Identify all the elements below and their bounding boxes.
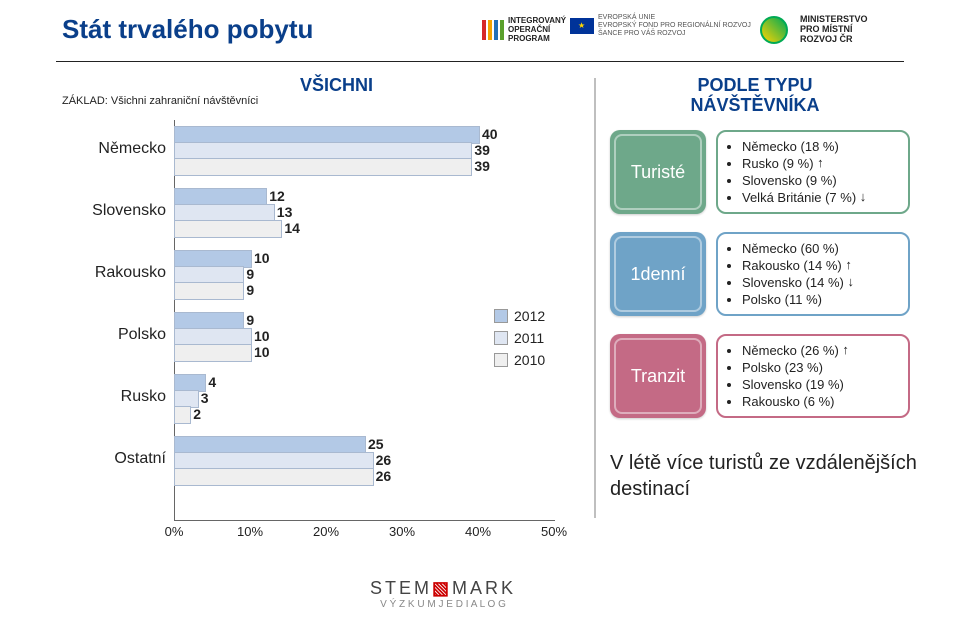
logo-mmr: MINISTERSTVO PRO MÍSTNÍ ROZVOJ ČR xyxy=(800,14,868,44)
bar-value: 26 xyxy=(376,452,392,468)
visitor-info-item: Rakousko (14 %) ↑ xyxy=(742,257,898,274)
category-label: Rusko xyxy=(74,388,166,406)
header: Stát trvalého pobytu INTEGROVANÝ OPERAČN… xyxy=(0,4,960,62)
trend-arrow-icon: ↓ xyxy=(848,274,855,289)
x-tick: 0% xyxy=(165,524,184,539)
bar-value: 39 xyxy=(474,158,490,174)
bar-value: 40 xyxy=(482,126,498,142)
vertical-divider xyxy=(594,78,596,518)
visitor-badge: Tranzit xyxy=(610,334,706,418)
visitor-card: TranzitNěmecko (26 %) ↑Polsko (23 %) Slo… xyxy=(610,334,930,418)
header-divider xyxy=(56,61,904,62)
bar-value: 2 xyxy=(193,406,201,422)
bar xyxy=(174,468,374,486)
subtitle-type: PODLE TYPU NÁVŠTĚVNÍKA xyxy=(640,75,870,115)
bar-value: 3 xyxy=(201,390,209,406)
footer-brand: STEM▧MARK xyxy=(370,578,516,599)
footer-brand-z-icon: ▧ xyxy=(432,578,452,598)
bar-value: 39 xyxy=(474,142,490,158)
visitor-info-item: Německo (18 %) xyxy=(742,138,898,155)
eu-label: EVROPSKÁ UNIE EVROPSKÝ FOND PRO REGIONÁL… xyxy=(598,14,751,38)
x-tick: 40% xyxy=(465,524,491,539)
logo-iop: INTEGROVANÝ OPERAČNÍ PROGRAM xyxy=(482,16,566,43)
visitor-type-cards: TuristéNěmecko (18 %) Rusko (9 %) ↑Slove… xyxy=(610,130,930,436)
visitor-info-item: Polsko (11 %) xyxy=(742,291,898,308)
visitor-info-item: Polsko (23 %) xyxy=(742,359,898,376)
bar-value: 10 xyxy=(254,344,270,360)
category-label: Rakousko xyxy=(74,264,166,282)
legend-swatch xyxy=(494,309,508,323)
footer-tagline: V Ý Z K U M J E D I A L O G xyxy=(370,599,516,610)
iop-bars-icon xyxy=(482,20,504,40)
visitor-info-item: Rakousko (6 %) xyxy=(742,393,898,410)
bar xyxy=(174,158,472,176)
logo-eu: EVROPSKÁ UNIE EVROPSKÝ FOND PRO REGIONÁL… xyxy=(570,14,751,38)
bar-value: 25 xyxy=(368,436,384,452)
footer-logo: STEM▧MARK V Ý Z K U M J E D I A L O G xyxy=(370,578,516,610)
x-tick: 10% xyxy=(237,524,263,539)
bar-value: 9 xyxy=(246,266,254,282)
base-note: ZÁKLAD: Všichni zahraniční návštěvníci xyxy=(62,95,258,107)
legend-swatch xyxy=(494,331,508,345)
visitor-badge: Turisté xyxy=(610,130,706,214)
footer-brand-right: MARK xyxy=(452,578,516,598)
footer-brand-left: STEM xyxy=(370,578,432,598)
visitor-info-item: Slovensko (9 %) xyxy=(742,172,898,189)
visitor-card: TuristéNěmecko (18 %) Rusko (9 %) ↑Slove… xyxy=(610,130,930,214)
bar-value: 9 xyxy=(246,282,254,298)
legend-item: 2012 xyxy=(494,308,545,324)
trend-arrow-icon: ↑ xyxy=(842,342,849,357)
bar-value: 12 xyxy=(269,188,285,204)
visitor-info-item: Velká Británie (7 %) ↓ xyxy=(742,189,898,206)
eu-flag-icon xyxy=(570,18,594,34)
visitor-info: Německo (18 %) Rusko (9 %) ↑Slovensko (9… xyxy=(716,130,910,214)
visitor-info: Německo (60 %) Rakousko (14 %) ↑Slovensk… xyxy=(716,232,910,316)
logo-rr-icon xyxy=(760,16,788,44)
x-tick: 50% xyxy=(541,524,567,539)
x-tick: 30% xyxy=(389,524,415,539)
visitor-info-item: Rusko (9 %) ↑ xyxy=(742,155,898,172)
legend-item: 2010 xyxy=(494,352,545,368)
visitor-badge: 1denní xyxy=(610,232,706,316)
trend-arrow-icon: ↑ xyxy=(817,155,824,170)
x-tick: 20% xyxy=(313,524,339,539)
visitor-info-item: Německo (60 %) xyxy=(742,240,898,257)
legend: 2012 2011 2010 xyxy=(494,308,545,374)
visitor-info-item: Německo (26 %) ↑ xyxy=(742,342,898,359)
visitor-info-item: Slovensko (14 %) ↓ xyxy=(742,274,898,291)
bar xyxy=(174,406,191,424)
legend-label: 2011 xyxy=(514,330,544,346)
iop-label: INTEGROVANÝ OPERAČNÍ PROGRAM xyxy=(508,16,566,43)
bar-value: 10 xyxy=(254,328,270,344)
bar-chart: 201220112010 Německo403939Slovensko12131… xyxy=(74,120,574,550)
bar-value: 26 xyxy=(376,468,392,484)
category-label: Slovensko xyxy=(74,202,166,220)
summary-text: V létě více turistů ze vzdálenějších des… xyxy=(610,450,940,502)
page-title: Stát trvalého pobytu xyxy=(62,14,313,45)
legend-label: 2012 xyxy=(514,308,545,324)
category-label: Ostatní xyxy=(74,450,166,468)
bar-value: 4 xyxy=(208,374,216,390)
subtitle-all: VŠICHNI xyxy=(300,75,373,96)
legend-label: 2010 xyxy=(514,352,545,368)
bar-value: 14 xyxy=(284,220,300,236)
trend-arrow-icon: ↑ xyxy=(845,257,852,272)
bar-value: 10 xyxy=(254,250,270,266)
bar-value: 9 xyxy=(246,312,254,328)
visitor-card: 1denníNěmecko (60 %) Rakousko (14 %) ↑Sl… xyxy=(610,232,930,316)
bar xyxy=(174,344,252,362)
visitor-info-item: Slovensko (19 %) xyxy=(742,376,898,393)
bar-value: 13 xyxy=(277,204,293,220)
legend-swatch xyxy=(494,353,508,367)
bar xyxy=(174,282,244,300)
visitor-info: Německo (26 %) ↑Polsko (23 %) Slovensko … xyxy=(716,334,910,418)
category-label: Polsko xyxy=(74,326,166,344)
bar xyxy=(174,220,282,238)
legend-item: 2011 xyxy=(494,330,545,346)
trend-arrow-icon: ↓ xyxy=(860,189,867,204)
category-label: Německo xyxy=(74,140,166,158)
